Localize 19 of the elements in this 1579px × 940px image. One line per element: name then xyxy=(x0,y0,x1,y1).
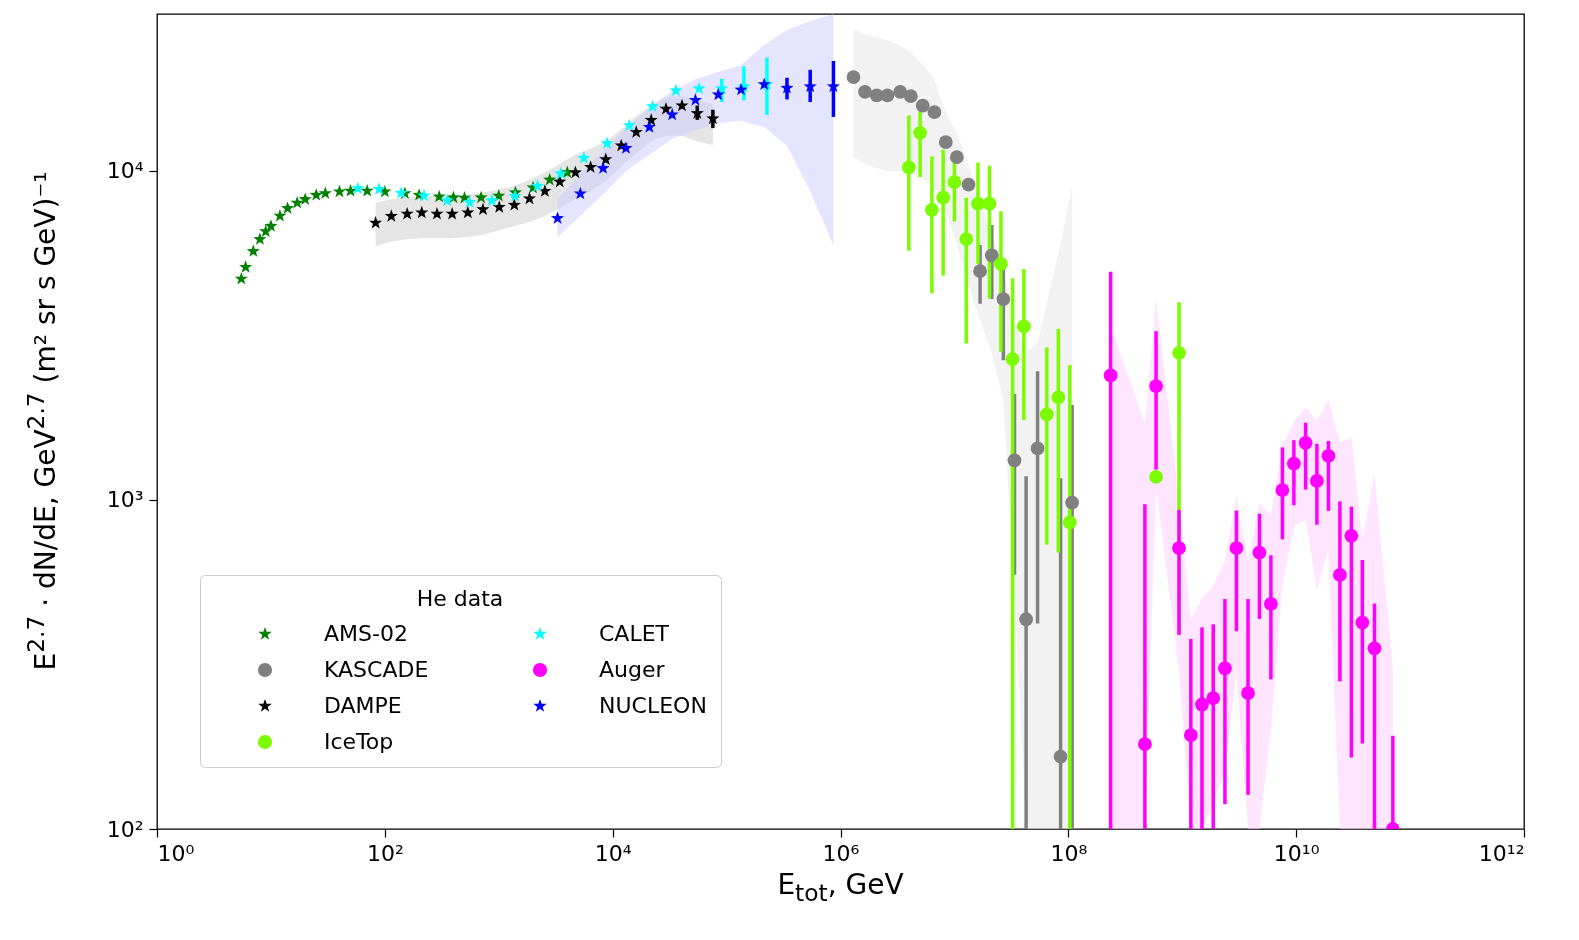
x-tick-label: 10⁴ xyxy=(594,840,632,866)
y-tick-label: 10² xyxy=(106,816,144,842)
legend-title: He data xyxy=(416,586,504,611)
x-tick-label: 10¹⁰ xyxy=(1273,840,1320,866)
legend-label: Auger xyxy=(599,657,666,682)
x-tick-label: 10⁸ xyxy=(1050,840,1088,866)
x-tick-label: 10¹² xyxy=(1478,840,1525,866)
y-tick-label: 10³ xyxy=(106,487,144,513)
legend-label: CALET xyxy=(599,621,670,646)
legend-label: KASCADE xyxy=(324,657,429,682)
legend-label: AMS-02 xyxy=(324,621,408,646)
legend-label: IceTop xyxy=(324,729,394,754)
x-tick-label: 10² xyxy=(366,840,404,866)
legend-label: NUCLEON xyxy=(599,693,707,718)
y-tick-label: 10⁴ xyxy=(106,158,144,184)
legend-label: DAMPE xyxy=(324,693,402,718)
x-tick-label: 10⁰ xyxy=(157,840,195,866)
x-tick-label: 10⁶ xyxy=(822,840,860,866)
x-axis-title: E$_{tot}$, GeV xyxy=(776,868,905,907)
